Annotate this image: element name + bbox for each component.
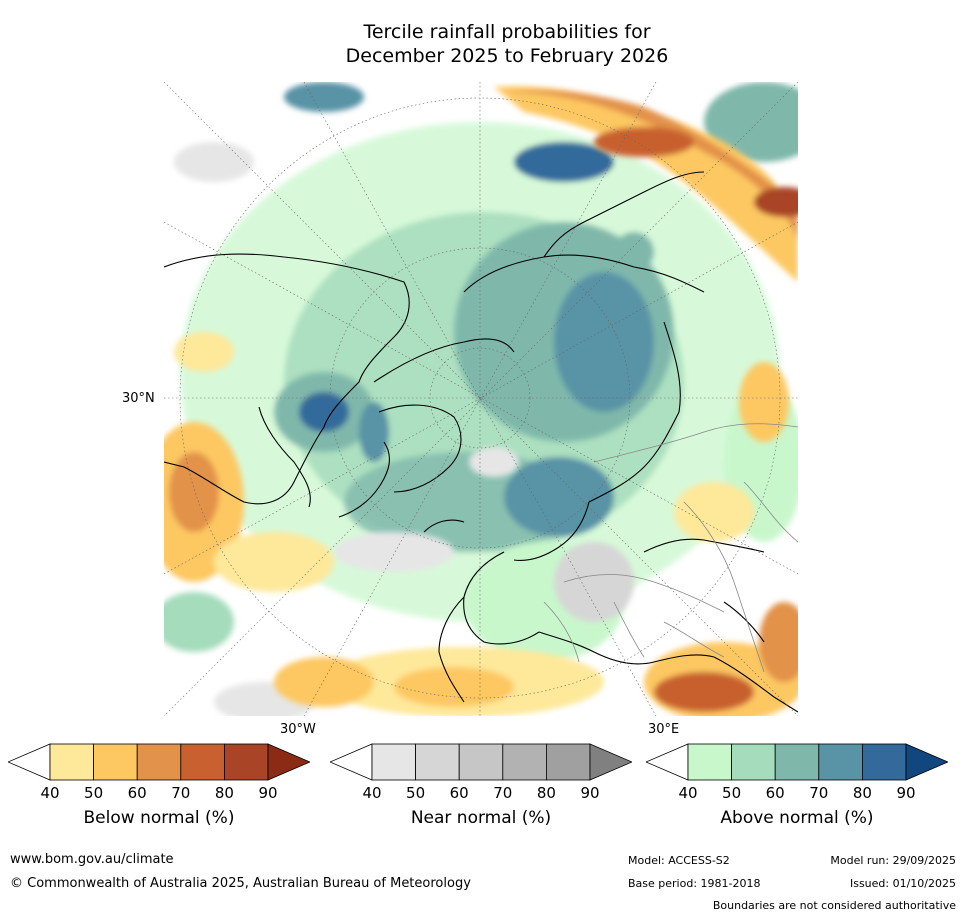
lon-label-30w: 30°W [280,722,316,737]
colorbar-near-bin-70 [502,743,547,781]
colorbar-below-bin-60 [136,743,182,781]
lat-label-30n: 30°N [122,391,155,406]
coastlines [164,171,798,713]
colorbar-below-normal [8,742,310,782]
above-normal-regions [164,82,798,662]
colorbar-below-bin-80 [223,743,269,781]
colorbar-near-bin-40 [371,743,416,781]
colorbar-above-bin-50 [731,743,776,781]
colorbar-above-bin-80 [861,743,907,781]
colorbar-below-bin-50 [93,743,138,781]
title-line-2: December 2025 to February 2026 [345,45,669,67]
lon-label-30e: 30°E [648,722,680,737]
colorbar-above-bin-60 [774,743,820,781]
colorbar-below-tick: 90 [258,784,278,802]
footer-model-run: Model run: 29/09/2025 [830,854,956,867]
colorbar-below-tick: 80 [214,784,234,802]
colorbar-above-tick: 80 [852,784,872,802]
colorbar-above-high-extend [905,743,948,781]
colorbar-above-svg [646,743,948,781]
colorbar-title-below: Below normal (%) [83,808,235,828]
rainfall-probability-map [164,82,798,716]
colorbar-title-above: Above normal (%) [720,808,874,828]
colorbar-below-bin-40 [49,743,94,781]
colorbar-near-tick: 40 [362,784,382,802]
colorbar-near-bin-50 [415,743,460,781]
colorbar-above-tick: 70 [809,784,829,802]
footer-base-period: Base period: 1981-2018 [628,877,761,890]
colorbar-near-tick: 70 [493,784,513,802]
country-borders [543,423,798,673]
colorbar-near-tick: 60 [449,784,469,802]
colorbar-below-tick: 50 [84,784,104,802]
colorbar-above-tick: 40 [678,784,698,802]
colorbar-above-normal [646,742,948,782]
colorbar-below-tick: 70 [171,784,191,802]
footer-disclaimer: Boundaries are not considered authoritat… [712,899,956,912]
colorbar-title-near: Near normal (%) [410,808,552,828]
colorbar-near-tick: 50 [406,784,426,802]
footer-issued: Issued: 01/10/2025 [849,877,956,890]
colorbar-near-bin-60 [458,743,504,781]
footer-model: Model: ACCESS-S2 [628,854,730,867]
colorbar-above-tick: 50 [722,784,742,802]
colorbar-above-bin-40 [687,743,732,781]
colorbar-near-bin-80 [545,743,591,781]
colorbar-near-tick: 90 [580,784,600,802]
colorbar-near-svg [330,743,632,781]
colorbar-near-low-extend [330,743,373,781]
colorbar-below-bin-70 [180,743,225,781]
colorbar-above-tick: 90 [896,784,916,802]
below-normal-regions [164,86,798,716]
colorbar-below-tick: 60 [127,784,147,802]
colorbar-below-tick: 40 [40,784,60,802]
colorbar-below-svg [8,743,310,781]
colorbar-above-low-extend [646,743,689,781]
colorbar-above-bin-70 [818,743,863,781]
colorbar-below-high-extend [267,743,310,781]
colorbar-below-low-extend [8,743,51,781]
colorbar-above-tick: 60 [765,784,785,802]
footer-copyright: © Commonwealth of Australia 2025, Austra… [10,876,471,891]
footer-url: www.bom.gov.au/climate [10,852,174,867]
colorbar-near-tick: 80 [536,784,556,802]
map-title: Tercile rainfall probabilities for Decem… [0,20,965,68]
graticule [164,82,798,716]
colorbar-near-high-extend [589,743,632,781]
colorbar-near-normal [330,742,632,782]
title-line-1: Tercile rainfall probabilities for [363,21,651,43]
